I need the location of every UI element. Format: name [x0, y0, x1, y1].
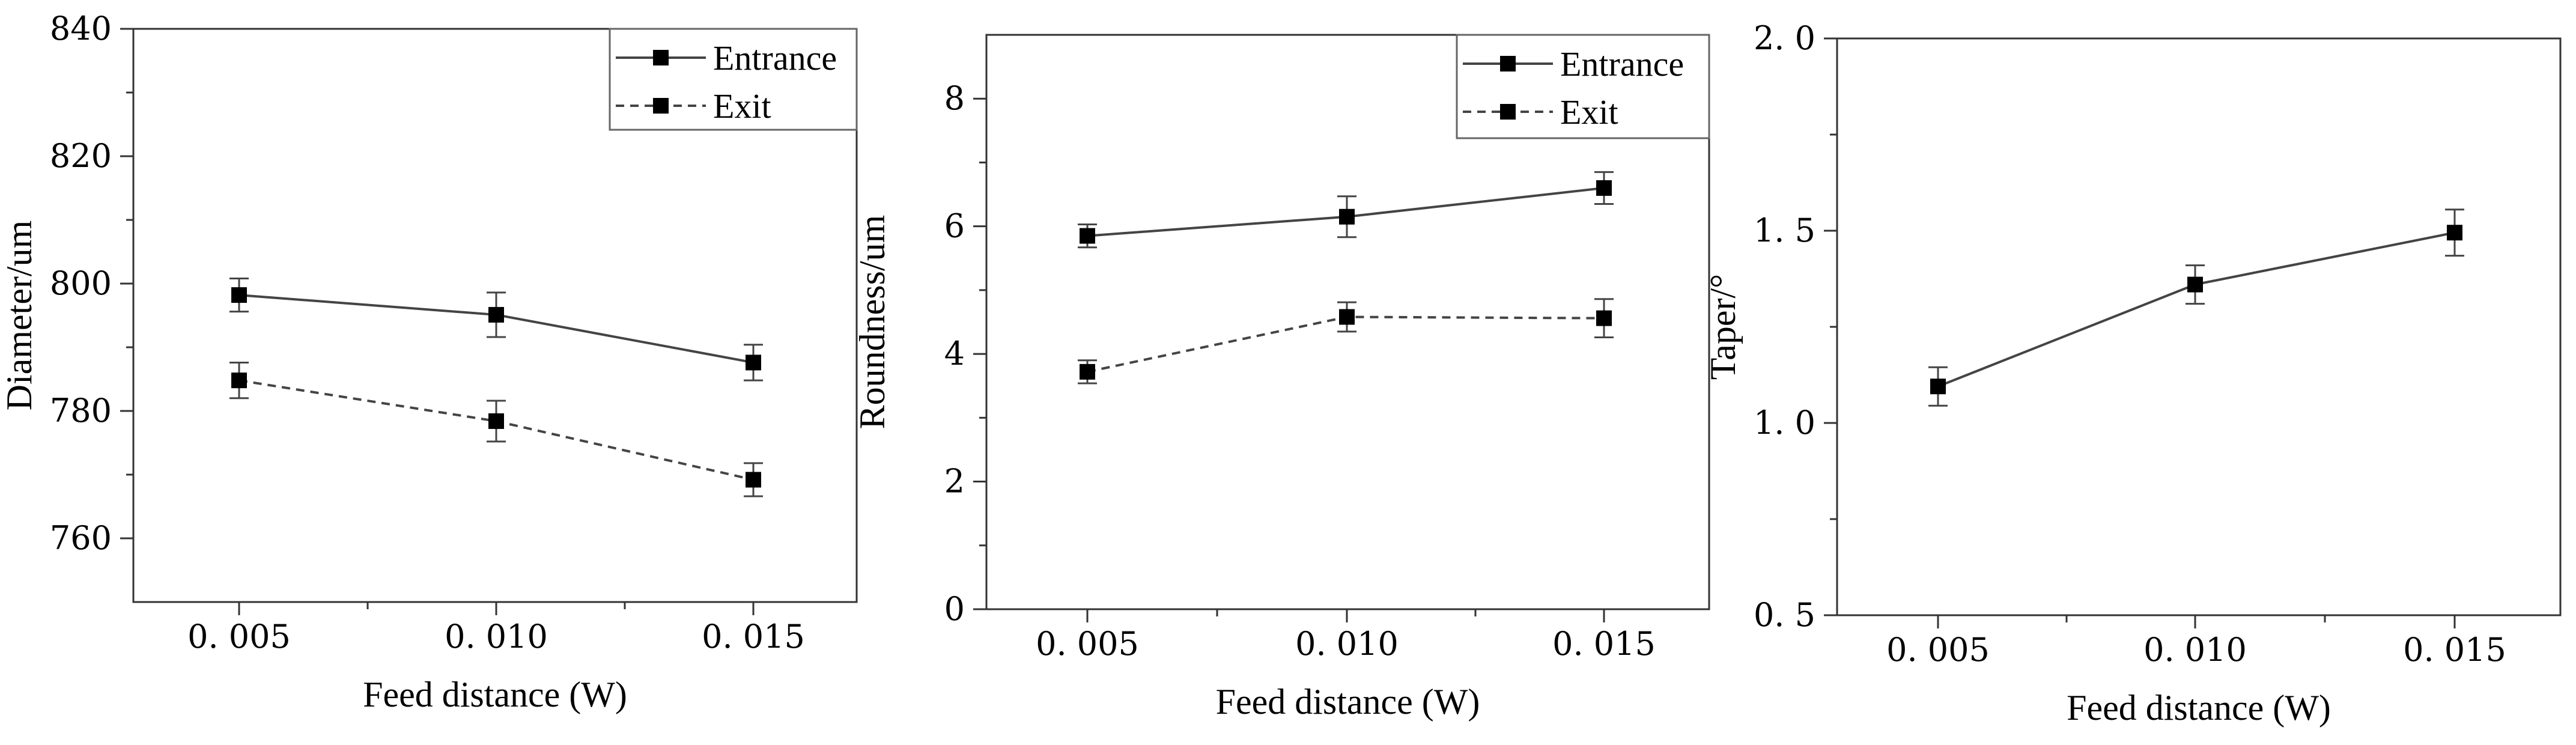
- data-point-exit: [1596, 310, 1612, 326]
- y-tick-label: 6: [944, 207, 965, 245]
- legend-marker: [653, 98, 669, 114]
- y-tick-label: 2: [944, 463, 965, 500]
- y-tick-label: 2. 0: [1754, 19, 1815, 57]
- y-tick-label: 760: [50, 519, 112, 557]
- y-tick-label: 1. 0: [1754, 404, 1815, 442]
- data-point-exit: [1080, 363, 1095, 380]
- x-axis-title: Feed distance (W): [2067, 688, 2331, 728]
- data-point-taper: [2187, 276, 2203, 293]
- legend-box: [1456, 34, 1710, 139]
- y-tick-label: 780: [50, 392, 112, 430]
- data-point-taper: [2447, 225, 2462, 241]
- y-tick-label: 800: [50, 264, 112, 302]
- data-point-entrance: [1339, 208, 1355, 225]
- y-tick-label: 820: [50, 137, 112, 175]
- y-axis-title: Roundness/um: [852, 215, 892, 430]
- legend-label-entrance: Entrance: [1560, 44, 1684, 84]
- data-point-exit: [746, 472, 761, 488]
- data-point-exit: [488, 413, 504, 429]
- plot-frame-1: [132, 28, 858, 603]
- data-point-entrance: [231, 287, 247, 303]
- x-tick-label: 0. 010: [1295, 625, 1399, 663]
- series-line-exit: [1087, 315, 1605, 373]
- y-axis-title: Diameter/um: [0, 220, 39, 411]
- series-line-taper: [1937, 231, 2455, 388]
- data-point-entrance: [488, 306, 504, 323]
- legend-box: [609, 28, 858, 131]
- data-point-exit: [1339, 309, 1355, 325]
- x-tick-label: 0. 010: [445, 618, 548, 655]
- legend-marker: [653, 50, 669, 65]
- x-tick-label: 0. 005: [1886, 631, 1990, 669]
- x-tick-label: 0. 010: [2143, 631, 2247, 669]
- y-tick-label: 0. 5: [1754, 596, 1815, 634]
- x-tick-label: 0. 015: [2403, 631, 2506, 669]
- data-point-entrance: [1080, 228, 1095, 244]
- x-axis-title: Feed distance (W): [363, 675, 627, 714]
- legend-label-exit: Exit: [1560, 93, 1618, 132]
- y-tick-label: 840: [50, 10, 112, 47]
- data-point-exit: [231, 372, 247, 389]
- legend-marker: [1500, 104, 1516, 120]
- legend-label-entrance: Entrance: [713, 38, 837, 78]
- y-axis-title: Taper/°: [1703, 274, 1743, 380]
- y-tick-label: 4: [944, 335, 965, 372]
- x-tick-label: 0. 015: [1552, 625, 1656, 663]
- y-tick-label: 0: [944, 590, 965, 628]
- data-point-taper: [1930, 379, 1946, 395]
- x-axis-title: Feed distance (W): [1216, 682, 1480, 722]
- x-tick-label: 0. 015: [702, 618, 805, 655]
- legend-label-exit: Exit: [713, 87, 771, 126]
- x-tick-label: 0. 005: [187, 618, 291, 655]
- y-tick-label: 1. 5: [1754, 211, 1815, 249]
- plot-frame-3: [1836, 37, 2562, 616]
- y-tick-label: 8: [944, 79, 965, 117]
- data-point-entrance: [746, 354, 761, 371]
- legend-marker: [1500, 56, 1516, 71]
- data-point-entrance: [1596, 180, 1612, 196]
- x-tick-label: 0. 005: [1036, 625, 1139, 663]
